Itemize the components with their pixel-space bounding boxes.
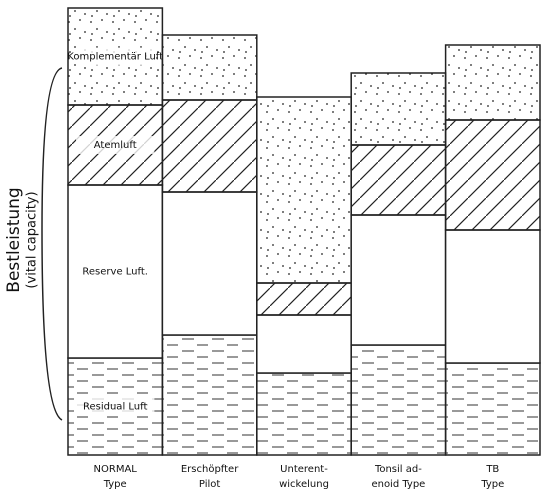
x-tick-label: enoid Type: [371, 479, 425, 490]
y-label-line: Bestleistung: [4, 187, 24, 292]
bar-segment: [351, 145, 445, 215]
bar-segment: [351, 73, 445, 145]
x-tick-label: Pilot: [199, 479, 220, 490]
bar-segment: [257, 97, 351, 283]
bar-segment: [351, 345, 445, 455]
bar-segment: [162, 192, 256, 335]
bar-segment: [351, 215, 445, 345]
x-tick-label: Tonsil ad-: [374, 464, 422, 475]
segment-label: Komplementär Luft: [67, 52, 163, 63]
bar-segment: [446, 363, 540, 455]
segment-label: Atemluft: [94, 140, 137, 151]
segment-label: Reserve Luft.: [82, 267, 148, 278]
bar-segment: [257, 373, 351, 455]
y-label-line: (vital capacity): [25, 191, 40, 288]
x-tick-label: Unterent-: [280, 464, 328, 475]
bar-segment: [446, 45, 540, 120]
x-tick-label: wickelung: [279, 479, 329, 490]
y-axis-label: Bestleistung (vital capacity): [4, 187, 40, 292]
chart: Bestleistung (vital capacity) Residual L…: [0, 0, 543, 500]
bar-segment: [162, 35, 256, 100]
x-tick-label: Erschöpfter: [181, 464, 239, 475]
bar-segment: [162, 335, 256, 455]
segment-label: Residual Luft: [83, 402, 147, 413]
bar-segment: [446, 230, 540, 363]
bar-segment: [446, 120, 540, 230]
bar-segment: [162, 100, 256, 192]
bar-segment: [257, 283, 351, 315]
bar-segment: [257, 315, 351, 373]
x-tick-label: TB: [485, 464, 499, 475]
x-tick-label: Type: [103, 479, 127, 490]
x-tick-label: NORMAL: [94, 464, 138, 475]
x-tick-label: Type: [480, 479, 504, 490]
bracket: [42, 68, 62, 420]
